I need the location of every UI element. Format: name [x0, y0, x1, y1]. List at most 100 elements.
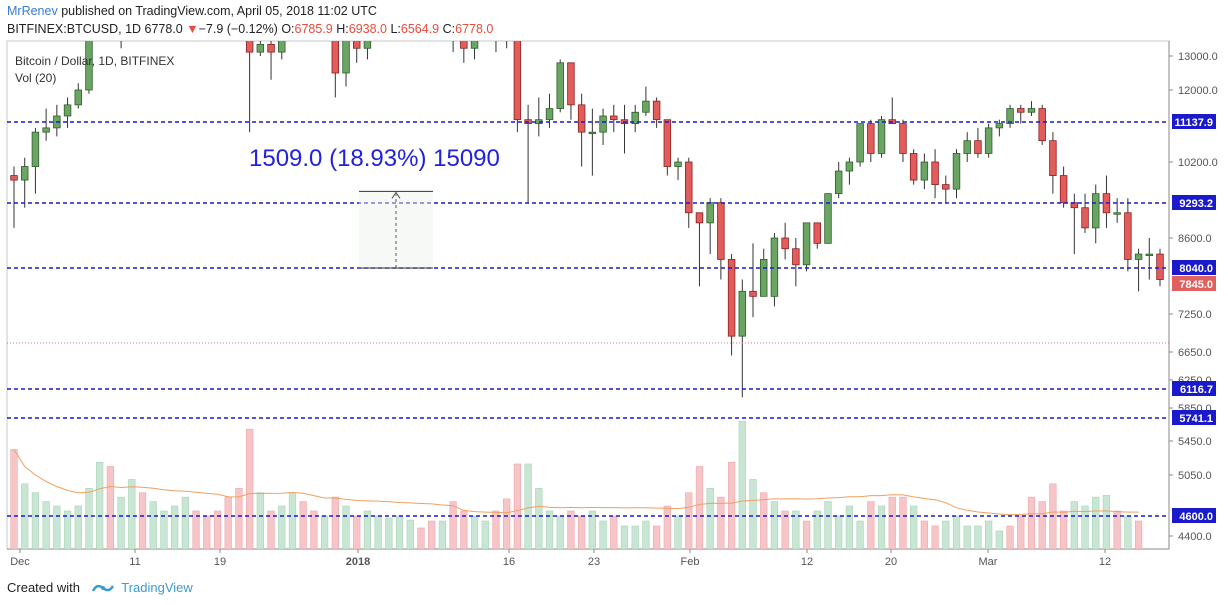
time-tick-label: 19: [214, 556, 226, 568]
author-link[interactable]: MrRenev: [7, 4, 58, 18]
time-tick-label: Feb: [681, 556, 700, 568]
volume-bar: [1081, 505, 1089, 549]
volume-bar: [556, 515, 564, 549]
volume-bar: [1113, 510, 1121, 549]
candle: [695, 212, 704, 287]
candle-body: [1006, 108, 1014, 125]
candle: [363, 41, 372, 60]
volume-bar: [128, 479, 136, 549]
candle-body: [1134, 253, 1143, 260]
candle-body: [631, 111, 639, 125]
volume-bar: [449, 501, 457, 549]
candle-body: [1145, 253, 1154, 256]
volume-bar: [10, 449, 18, 549]
price-chart[interactable]: 13000.0 12000.0 10200.0 8600.0 7250.0 6650.0 6…: [0, 0, 1228, 572]
time-tick-label: Dec: [10, 556, 30, 568]
tradingview-link[interactable]: TradingView: [121, 580, 193, 595]
volume-bar: [642, 520, 650, 549]
price-tick-label: 5450.0: [1178, 436, 1212, 448]
volume-bar: [374, 515, 382, 549]
candle: [749, 243, 757, 318]
price-tick-label: 6650.0: [1178, 347, 1212, 359]
high-label: H:: [336, 22, 349, 36]
volume-bar: [535, 487, 543, 549]
candle: [470, 41, 479, 60]
candle-body: [513, 41, 522, 121]
volume-bar: [717, 496, 725, 549]
candle: [10, 166, 18, 228]
candle: [63, 97, 72, 128]
candle-body: [1049, 140, 1057, 176]
candle: [1113, 198, 1121, 223]
volume-bar: [85, 487, 93, 549]
candle: [909, 149, 918, 185]
candle: [1006, 104, 1014, 128]
measure-tool[interactable]: 1509.0 (18.93%) 15090: [249, 145, 500, 269]
volume-bar: [770, 501, 779, 549]
candle-body: [353, 41, 361, 49]
candle: [482, 2, 489, 29]
candle: [1145, 238, 1154, 280]
high-value: 6938.0: [348, 22, 387, 36]
volume-bar: [106, 466, 115, 549]
candle-body: [1113, 212, 1121, 215]
candle-body: [813, 222, 821, 244]
candle: [428, 0, 435, 6]
volume-bar: [931, 525, 939, 549]
volume-bar: [974, 525, 982, 549]
measure-label: 1509.0 (18.93%) 15090: [249, 145, 500, 172]
candle-body: [1092, 193, 1100, 229]
volume-bar: [738, 420, 746, 549]
candle: [567, 62, 575, 120]
chart-header: MrRenev published on TradingView.com, Ap…: [0, 0, 1228, 40]
volume-bar: [481, 520, 489, 549]
candle-body: [834, 170, 843, 195]
level-label: 9293.2: [1172, 195, 1216, 210]
price-tick-label: 8600.0: [1178, 233, 1212, 245]
volume-bar: [331, 496, 339, 549]
volume-bar: [470, 515, 479, 549]
candles-layer: [10, 0, 1164, 398]
level-label-bg: [1172, 410, 1216, 425]
level-label: 6116.7: [1172, 381, 1216, 396]
candle: [674, 157, 682, 181]
ohlc-line: BITFINEX:BTCUSD, 1D 6778.0 ▼−7.9 (−0.12%…: [7, 22, 493, 36]
candle: [813, 222, 821, 249]
candle-body: [331, 41, 340, 74]
published-text: published on TradingView.com, April 05, …: [61, 4, 377, 18]
candle: [1049, 132, 1057, 194]
candle-body: [685, 161, 693, 214]
low-label: L:: [390, 22, 401, 36]
candle: [513, 41, 522, 133]
volume-bar: [53, 505, 61, 549]
candle-body: [460, 41, 468, 49]
volume-bar: [1006, 525, 1014, 549]
candle: [877, 115, 886, 158]
plot-area: [6, 40, 1170, 550]
candle: [663, 119, 672, 176]
candle-body: [792, 248, 800, 266]
volume-bar: [342, 505, 350, 549]
candle: [256, 41, 265, 56]
price-tick-label: 5050.0: [1178, 470, 1212, 482]
volume-bar: [910, 505, 918, 549]
volume-ma-line: [13, 449, 1139, 516]
candle: [1059, 166, 1068, 208]
volume-bar: [395, 515, 404, 549]
volume-bar: [567, 510, 575, 549]
time-tick-label: 12: [1099, 556, 1111, 568]
candle-body: [867, 123, 875, 154]
candle: [599, 108, 607, 145]
last-price-label-bg: [1172, 276, 1216, 291]
candle-body: [42, 127, 50, 133]
time-tick-label: 20: [885, 556, 897, 568]
level-label-text: 9293.2: [1179, 198, 1213, 210]
candle-body: [20, 166, 29, 181]
volume-bar: [685, 492, 693, 549]
level-label-bg: [1172, 195, 1216, 210]
candle: [942, 175, 950, 203]
volume-bar: [42, 501, 50, 549]
candle: [289, 0, 296, 21]
volume-bar: [877, 505, 886, 549]
candle-body: [899, 123, 907, 154]
